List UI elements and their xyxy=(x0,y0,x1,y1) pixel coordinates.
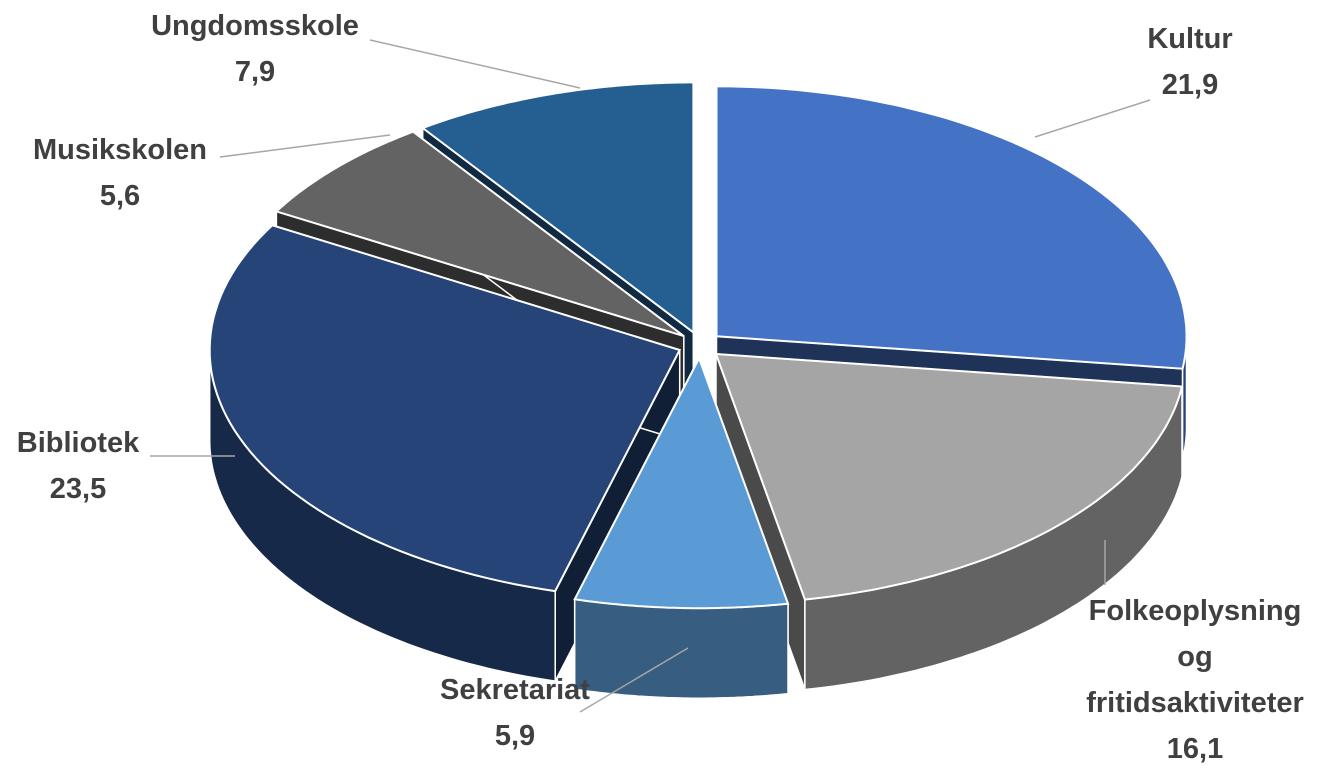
data-label: Bibliotek 23,5 xyxy=(17,420,139,512)
category-label: Sekretariat xyxy=(440,674,590,706)
slice-top xyxy=(715,85,1188,370)
value-label: 5,6 xyxy=(99,180,141,212)
leader-line xyxy=(579,647,689,713)
data-label: Folkeoplysning og fritidsaktiviteter 16,1 xyxy=(1070,588,1320,772)
slice-top xyxy=(208,224,682,593)
value-label: 5,9 xyxy=(494,720,536,752)
slice-top xyxy=(420,81,695,335)
leader-line xyxy=(1034,99,1151,138)
slice-top xyxy=(573,355,790,610)
category-label: Bibliotek xyxy=(16,427,140,459)
leader-line xyxy=(369,39,581,89)
slice-top xyxy=(274,130,685,338)
category-label: Musikskolen xyxy=(32,134,208,166)
category-label: Kultur xyxy=(1147,23,1233,55)
slice-top xyxy=(714,352,1184,601)
value-label: 16,1 xyxy=(1166,733,1224,765)
category-label: Ungdomsskole xyxy=(151,10,359,42)
data-label: Ungdomsskole 7,9 xyxy=(151,3,359,95)
slice-wall xyxy=(573,598,789,699)
data-label: Musikskolen 5,6 xyxy=(33,127,207,219)
value-label: 21,9 xyxy=(1161,69,1219,101)
value-label: 7,9 xyxy=(234,56,276,88)
slice xyxy=(573,355,790,699)
value-label: 23,5 xyxy=(49,473,107,505)
data-label: Kultur 21,9 xyxy=(1147,16,1232,108)
leader-line xyxy=(219,134,391,158)
data-label: Sekretariat 5,9 xyxy=(440,667,590,759)
slice xyxy=(714,352,1184,691)
category-label: Folkeoplysning og fritidsaktiviteter xyxy=(1086,595,1304,719)
